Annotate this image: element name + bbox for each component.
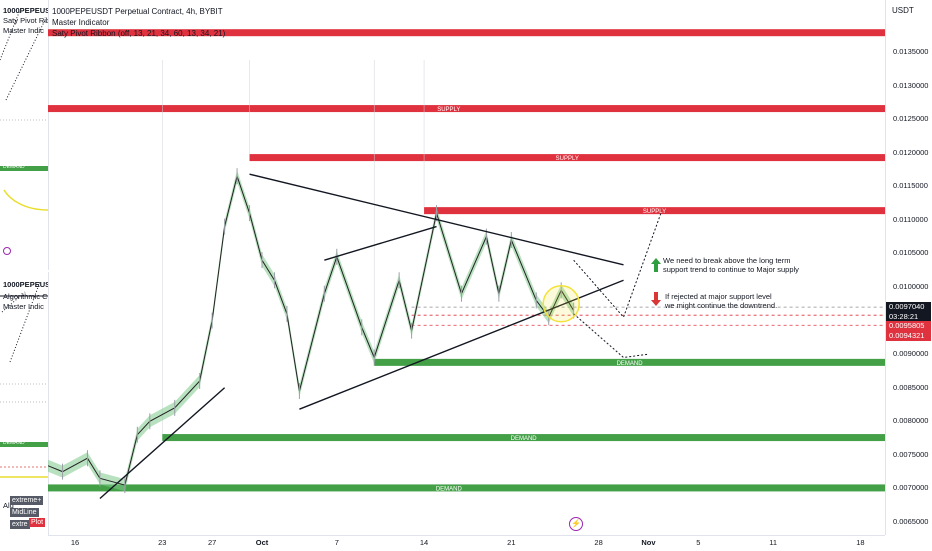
y-tick-label: 0.0110000 xyxy=(893,214,928,224)
x-tick-label: 16 xyxy=(70,538,80,547)
x-tick-label: 28 xyxy=(594,538,603,547)
y-tick-label: 0.0125000 xyxy=(893,114,929,124)
x-tick-label: 5 xyxy=(696,538,701,547)
y-tick-label: 0.0105000 xyxy=(893,248,929,258)
trendline xyxy=(99,387,226,500)
arrow-down-icon xyxy=(651,292,661,311)
y-tick-label: 0.0120000 xyxy=(893,147,929,157)
x-tick-label: 21 xyxy=(507,538,516,547)
highlight-circle xyxy=(542,285,580,323)
mini-bottom-demand-zone xyxy=(0,442,48,447)
mini-bottom-algo-label: Alg xyxy=(3,501,14,510)
current-price-label: 0.0097040 xyxy=(886,302,931,312)
mini-chart-bottom-svg xyxy=(0,281,48,478)
time-axis[interactable] xyxy=(48,535,885,551)
zone-bar-supply xyxy=(48,105,885,113)
annotation-break-above: We need to break above the long term sup… xyxy=(663,256,799,274)
y-tick-label: 0.0130000 xyxy=(893,80,929,90)
flash-icon[interactable]: ⚡ xyxy=(569,517,583,531)
chart-title: 1000PEPEUSDT Perpetual Contract, 4h, BYB… xyxy=(52,7,223,16)
legend-master-indicator: Master Indicator xyxy=(52,18,110,27)
y-tick-label: 0.0075000 xyxy=(893,449,929,459)
countdown-label: 03:28:21 xyxy=(886,312,931,322)
mini-top-demand-zone xyxy=(0,166,48,171)
zone-label-demand: DEMAND xyxy=(511,436,538,442)
x-tick-label: 27 xyxy=(207,538,217,547)
level-label-2: 0.0094321 xyxy=(886,331,931,341)
mini-bottom-line-2: Master Indic xyxy=(3,302,44,311)
zone-bar-supply xyxy=(249,154,885,162)
mini-top-flash-icon[interactable] xyxy=(3,247,11,255)
zone-bar-demand xyxy=(48,484,885,492)
x-tick-label: Nov xyxy=(641,538,656,547)
mini-chart-top[interactable]: 1000PEPEUS Saty Pivot Rib Master Indic D… xyxy=(0,0,49,270)
mini-bottom-symbol: 1000PEPEUS xyxy=(3,280,49,289)
zone-label-demand: DEMAND xyxy=(617,361,644,367)
y-tick-label: 0.0135000 xyxy=(893,47,929,56)
main-chart-svg[interactable]: SUPPLYPOISUPPLYPOISUPPLYPOIDEMANDDEMANDD… xyxy=(48,0,885,535)
y-tick-label: 0.0090000 xyxy=(893,349,929,359)
y-tick-label: 0.0085000 xyxy=(893,382,929,392)
annotation-rejection: If rejected at major support level we mi… xyxy=(665,292,778,310)
projection-up xyxy=(573,212,662,319)
mini-top-line-1: Saty Pivot Rib xyxy=(3,16,49,25)
y-tick-label: 0.0080000 xyxy=(893,416,929,426)
legend-pivot-ribbon: Saty Pivot Ribbon (off, 13, 21, 34, 60, … xyxy=(52,29,226,38)
ribbon-band xyxy=(48,170,574,492)
mini-bottom-line-1: Algorithmic C xyxy=(3,292,48,301)
y-tick-label: 0.0100000 xyxy=(893,282,929,291)
arrow-up-icon xyxy=(651,258,661,277)
trendline xyxy=(324,225,437,261)
y-tick-label: 0.0065000 xyxy=(893,517,929,526)
trendline xyxy=(299,279,624,410)
mini-top-line-2: Master Indic xyxy=(3,26,44,35)
y-tick-label: 0.0070000 xyxy=(893,483,929,493)
mini-tag-extreme: extre xyxy=(10,520,30,529)
level-label-1: 0.0095805 xyxy=(886,321,931,331)
price-axis[interactable] xyxy=(885,0,932,535)
mini-tag-midline: MidLine xyxy=(10,508,39,517)
mini-top-symbol: 1000PEPEUS xyxy=(3,6,49,15)
x-tick-label: 23 xyxy=(158,538,167,547)
trendline xyxy=(249,173,624,266)
mini-bottom-zone-label: DEMAND xyxy=(3,440,25,446)
zone-label-supply: SUPPLY xyxy=(437,107,460,113)
currency-label[interactable]: USDT xyxy=(892,6,914,15)
mini-tag-extreme-plus: extreme+ xyxy=(10,496,44,505)
zone-label-demand: DEMAND xyxy=(436,486,463,492)
zone-label-supply: SUPPLY xyxy=(643,209,666,215)
x-tick-label: Oct xyxy=(255,538,269,547)
zone-label-supply: SUPPLY xyxy=(556,156,579,162)
zone-bar-demand xyxy=(162,434,885,442)
projection-down xyxy=(573,313,649,359)
zone-bar-supply xyxy=(424,207,885,215)
mini-chart-bottom[interactable]: 1000PEPEUS Algorithmic C Master Indic DE… xyxy=(0,272,49,535)
x-tick-label: 11 xyxy=(769,538,778,547)
mini-tag-plot: Plot xyxy=(29,518,46,527)
mini-chart-top-svg xyxy=(0,9,48,211)
mini-top-zone-label: DEMAND xyxy=(3,164,25,170)
x-tick-label: 14 xyxy=(419,538,429,547)
x-tick-label: 7 xyxy=(334,538,339,547)
zone-bar-supply xyxy=(48,29,885,37)
x-tick-label: 18 xyxy=(856,538,865,547)
y-tick-label: 0.0115000 xyxy=(893,181,928,191)
zone-bar-demand xyxy=(374,358,885,366)
